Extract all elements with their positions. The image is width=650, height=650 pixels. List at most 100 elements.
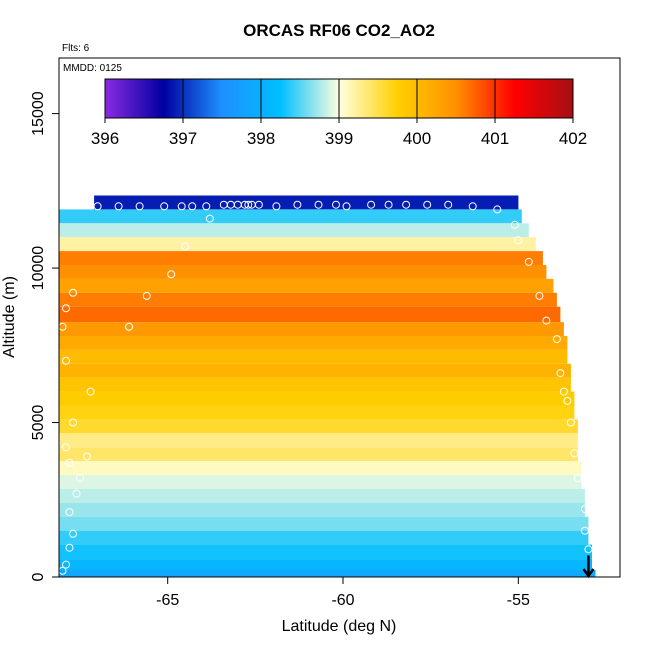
observation-point — [65, 458, 74, 467]
heatmap-band — [59, 489, 585, 503]
observation-point — [177, 202, 186, 211]
observation-point — [384, 200, 393, 209]
plot-frame — [58, 57, 621, 578]
observation-point — [559, 387, 568, 396]
observation-point — [552, 335, 561, 344]
observation-point — [62, 304, 70, 313]
observation-point — [584, 545, 593, 554]
observation-point — [510, 220, 519, 229]
heatmap-band — [59, 278, 554, 293]
observation-point — [69, 529, 77, 538]
observation-point — [514, 236, 523, 245]
heatmap-band — [59, 530, 589, 545]
heatmap-band — [59, 461, 582, 476]
heatmap-band — [59, 251, 543, 265]
flights-label: Flts: 6 — [62, 43, 90, 54]
observation-point — [444, 200, 453, 209]
observation-point — [65, 543, 74, 552]
observation-point — [566, 418, 575, 427]
y-axis-label: Altitude (m) — [1, 276, 18, 358]
heatmap-band — [59, 544, 592, 560]
observation-point — [114, 202, 123, 211]
observation-point — [62, 443, 70, 452]
observation-point — [62, 560, 70, 569]
heatmap-band — [59, 559, 592, 570]
heatmap-band — [59, 433, 578, 448]
observation-point — [342, 202, 351, 211]
observation-point — [563, 396, 572, 405]
y-tick-label: 15000 — [30, 91, 47, 136]
observation-point — [556, 369, 565, 378]
colorbar-tick-label: 401 — [481, 129, 509, 148]
heatmap-band — [59, 447, 578, 462]
x-axis-label: Latitude (deg N) — [282, 618, 397, 635]
observation-point — [580, 526, 589, 535]
observation-point — [69, 288, 77, 297]
observation-point — [62, 356, 70, 365]
chart-title: ORCAS RF06 CO2_AO2 — [243, 21, 435, 40]
colorbar-tick-label: 400 — [403, 129, 431, 148]
observation-point — [142, 291, 151, 300]
observation-point — [293, 200, 302, 209]
y-tick-label: 10000 — [30, 246, 47, 291]
x-tick-label: -65 — [156, 592, 179, 609]
observation-point — [160, 202, 169, 211]
observation-point — [72, 489, 81, 498]
arrow-head — [582, 568, 595, 579]
observation-point — [367, 200, 376, 209]
colorbar-tick-label: 396 — [91, 129, 119, 148]
heatmap-band — [59, 237, 536, 252]
observation-point — [314, 200, 323, 209]
colorbar-tick-label: 399 — [325, 129, 353, 148]
observation-point — [83, 452, 91, 461]
observation-point — [205, 214, 214, 223]
observation-point — [65, 508, 74, 517]
heatmap-band — [59, 516, 589, 531]
heatmap-band — [59, 419, 578, 434]
observation-point — [580, 505, 589, 513]
observation-point — [570, 449, 579, 458]
heatmap-band — [59, 502, 585, 517]
heatmap-band — [59, 209, 522, 224]
y-tick-label: 0 — [30, 572, 47, 581]
heatmap-band — [59, 570, 596, 577]
heatmap-band — [59, 223, 529, 238]
observation-point — [188, 202, 197, 211]
x-tick-label: -60 — [331, 592, 354, 609]
axes: -65 -60 -55 0 5000 10000 15000 — [30, 91, 530, 609]
heatmap-band — [59, 391, 575, 406]
observation-point — [402, 200, 411, 209]
heatmap-band — [59, 377, 571, 392]
observation-point — [86, 387, 95, 396]
observation-point — [332, 200, 340, 209]
observation-point — [244, 200, 253, 209]
observation-point — [468, 202, 477, 211]
y-tick-label: 5000 — [30, 405, 47, 441]
observation-point — [524, 257, 533, 266]
observation-point — [181, 242, 190, 251]
heatmap-band — [59, 292, 557, 307]
observation-point — [93, 202, 102, 211]
plot-area — [58, 57, 621, 579]
observation-point — [202, 202, 211, 211]
observation-point — [254, 200, 263, 209]
observation-point — [272, 202, 281, 211]
colorbar-tick-label: 402 — [559, 129, 587, 148]
colorbar-tick-label: 398 — [247, 129, 275, 148]
heatmap-band — [94, 195, 519, 210]
heatmap-band — [59, 265, 547, 279]
observation-point — [423, 200, 432, 209]
heatmap-band — [59, 363, 571, 378]
heatmap-band — [59, 322, 564, 336]
x-tick-label: -55 — [507, 592, 530, 609]
heatmap-band — [59, 336, 568, 350]
observation-point — [573, 474, 582, 483]
observation-point — [493, 205, 502, 214]
observation-point — [167, 270, 176, 279]
observation-point — [76, 474, 84, 483]
date-label: MMDD: 0125 — [63, 63, 122, 74]
observation-point — [125, 322, 134, 331]
colorbar-tick-label: 397 — [169, 129, 197, 148]
observation-point — [535, 291, 544, 300]
observation-point — [135, 202, 144, 211]
